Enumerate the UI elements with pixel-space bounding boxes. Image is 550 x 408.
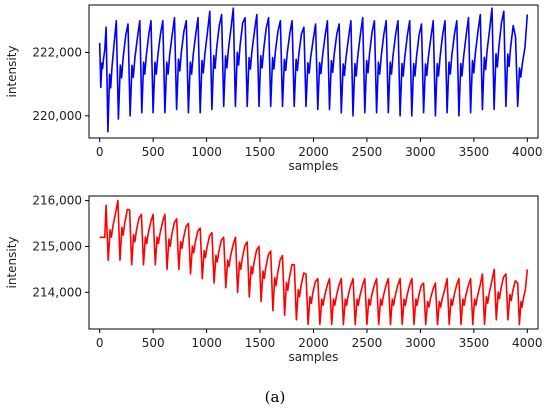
y-axis-label: intensity [5, 45, 19, 97]
x-tick-label: 2000 [298, 336, 329, 350]
y-tick-label: 222,000 [32, 46, 82, 60]
x-tick-label: 3000 [405, 145, 436, 159]
x-tick-label: 500 [142, 336, 165, 350]
x-tick-label: 0 [96, 336, 104, 350]
y-tick-label: 214,000 [32, 285, 82, 299]
x-tick-label: 1500 [245, 336, 276, 350]
series-line-0 [99, 199, 529, 326]
x-tick-label: 4000 [512, 145, 543, 159]
x-tick-label: 3500 [459, 336, 490, 350]
x-tick-label: 1500 [245, 145, 276, 159]
x-tick-label: 2500 [352, 336, 383, 350]
x-tick-label: 3000 [405, 336, 436, 350]
x-tick-label: 0 [96, 145, 104, 159]
y-tick-label: 220,000 [32, 109, 82, 123]
chart-intensity-blue: 0 500 1000 1500 2000 2500 3000 3500 4000 220,000 2… [5, 4, 543, 173]
chart-intensity-red: 0 500 1000 1500 2000 2500 3000 3500 4000 214,000 2… [5, 194, 543, 364]
x-tick-label: 3500 [459, 145, 490, 159]
x-axis-label: samples [289, 159, 339, 173]
x-axis-label: samples [289, 350, 339, 364]
x-tick-label: 2000 [298, 145, 329, 159]
series-line-0 [98, 7, 529, 133]
x-tick-label: 1000 [191, 145, 222, 159]
y-tick-label: 216,000 [32, 194, 82, 208]
y-axis-label: intensity [5, 236, 19, 288]
x-tick-label: 2500 [352, 145, 383, 159]
figure-caption: (a) [265, 388, 286, 406]
x-tick-label: 1000 [191, 336, 222, 350]
x-tick-label: 500 [142, 145, 165, 159]
plot-frame [88, 195, 539, 330]
x-tick-label: 4000 [512, 336, 543, 350]
y-tick-label: 215,000 [32, 239, 82, 253]
